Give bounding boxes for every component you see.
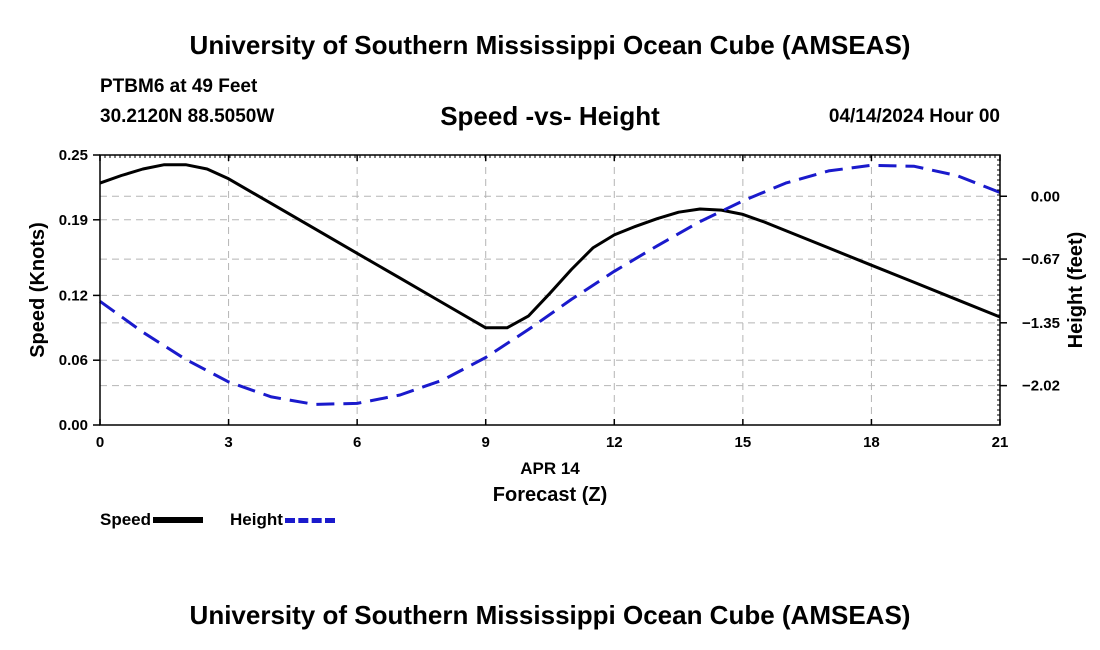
legend-height-swatch — [284, 517, 335, 523]
x-tick-label: 12 — [606, 434, 623, 451]
chart-subtitle: Speed -vs- Height — [440, 101, 660, 131]
y-axis-left-label: Speed (Knots) — [27, 222, 49, 358]
y-axis-right-label: Height (feet) — [1065, 232, 1087, 349]
legend-speed-label: Speed — [100, 510, 152, 529]
y-left-tick-label: 0.06 — [59, 352, 88, 369]
y-left-tick-label: 0.12 — [59, 287, 88, 304]
x-tick-label: 6 — [353, 434, 361, 451]
station-coordinates: 30.2120N 88.5050W — [100, 106, 275, 127]
x-tick-label: 18 — [863, 434, 880, 451]
legend-speed: Speed — [100, 510, 204, 530]
x-tick-label: 0 — [96, 434, 104, 451]
legend-speed-swatch — [153, 517, 204, 523]
forecast-datetime: 04/14/2024 Hour 00 — [828, 106, 1000, 127]
x-axis-label: Forecast (Z) — [493, 484, 607, 506]
y-right-tick-label: −1.35 — [1022, 315, 1060, 332]
x-axis-date-label: APR 14 — [520, 459, 580, 478]
x-tick-label: 15 — [735, 434, 752, 451]
y-right-tick-label: −0.67 — [1022, 251, 1060, 268]
y-left-tick-label: 0.25 — [59, 147, 88, 164]
x-tick-label: 9 — [482, 434, 490, 451]
plot-frame — [99, 154, 1001, 426]
y-right-tick-label: 0.00 — [1031, 188, 1060, 205]
x-tick-label: 3 — [224, 434, 232, 451]
legend-height-label: Height — [230, 510, 283, 529]
y-left-tick-label: 0.00 — [59, 417, 88, 434]
series-line-speed — [99, 163, 1001, 330]
y-left-tick-label: 0.19 — [59, 212, 88, 229]
series-line-height — [99, 163, 1001, 406]
footer-title: University of Southern Mississippi Ocean… — [189, 600, 911, 630]
legend-height: Height — [230, 510, 335, 530]
x-tick-label: 21 — [992, 434, 1009, 451]
y-right-tick-label: −2.02 — [1022, 378, 1060, 395]
station-label: PTBM6 at 49 Feet — [100, 76, 258, 97]
chart-title: University of Southern Mississippi Ocean… — [189, 30, 911, 60]
